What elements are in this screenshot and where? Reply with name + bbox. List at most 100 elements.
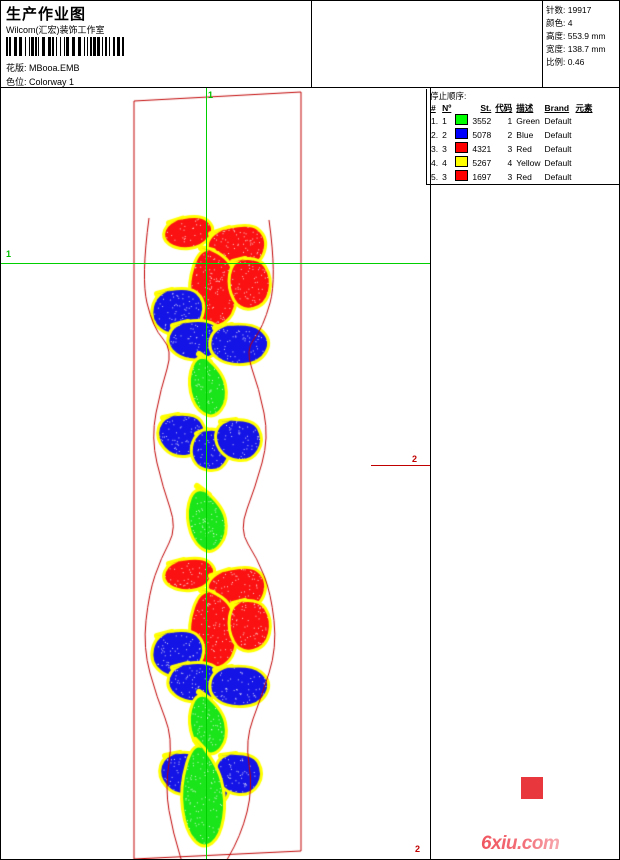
cell-brand: Default [544,115,572,126]
color-count-label: 颜色: [546,18,566,28]
cell-code: 3 [507,171,513,182]
column-header-element: 元素 [575,103,593,113]
cell-description: Blue [516,129,534,140]
brand-text: 6xiu.com [481,833,560,854]
color-sequence-table: # Nº St. 代码 描述 Brand 元素 1. 1 3552 1 Green Def… [429,102,595,184]
design-scale-value: 0.46 [567,57,585,67]
color-count-value: 4 [567,18,573,28]
cell-stitches: 4321 [472,143,492,154]
cell-description: Red [516,143,532,154]
cell-needle: 4 [442,157,447,168]
design-file-label: 花版: [6,63,27,73]
cell-needle: 1 [442,115,447,126]
colorway-label: 色位: [6,77,27,87]
colorway-value: Colorway 1 [29,77,75,87]
cell-index: 3. [431,143,439,154]
colorway-row: 色位: Colorway 1 [6,75,74,88]
barcode [6,37,126,56]
cell-code: 2 [507,129,513,140]
stitch-count-label: 针数: [546,5,566,15]
embroidery-design-artwork [1,88,430,859]
column-header-needle: Nº [442,103,452,113]
cell-brand: Default [544,129,572,140]
cell-swatch [453,128,470,142]
cell-stitches: 5267 [472,157,492,168]
qr-center-logo [520,776,544,800]
stitch-count-row: 针数: 19917 [546,4,619,17]
thread-color-swatch [455,170,469,181]
table-row: 1. 1 3552 1 Green Default [429,114,595,128]
design-canvas: 1 1 [1,88,431,859]
table-row: 5. 3 1697 3 Red Default [429,170,595,184]
qr-center-logo-glyph [521,777,543,799]
cell-stitches: 5078 [472,129,492,140]
design-width-label: 宽度: [546,44,566,54]
cell-element [573,156,594,170]
cell-brand: Default [544,157,572,168]
cell-index: 2. [431,129,439,140]
cell-brand: Default [544,171,572,182]
column-header-swatch [453,102,470,114]
design-width-value: 138.7 mm [567,44,606,54]
table-row: 3. 3 4321 3 Red Default [429,142,595,156]
cell-brand: Default [544,143,572,154]
column-header-stitches: St. [480,103,492,113]
stitch-count-value: 19917 [567,5,592,15]
table-row: 2. 2 5078 2 Blue Default [429,128,595,142]
design-info-panel: 针数: 19917 颜色: 4 高度: 553.9 mm 宽度: 138.7 m… [542,1,619,88]
table-row: 4. 4 5267 4 Yellow Default [429,156,595,170]
column-header-brand: Brand [544,103,570,113]
header-left-block: 生产作业图 Wilcom(汇宏)装饰工作室 花版: MBooa.EMB 色位: … [1,1,312,88]
studio-name: Wilcom(汇宏)装饰工作室 [6,25,105,35]
design-file-row: 花版: MBooa.EMB [6,61,80,74]
cell-swatch [453,156,470,170]
design-scale-label: 比例: [546,57,566,67]
cell-code: 3 [507,143,513,154]
thread-color-swatch [455,114,469,125]
color-count-row: 颜色: 4 [546,17,619,30]
cell-element [573,142,594,156]
guide-label-top: 1 [208,90,214,100]
cell-element [573,128,594,142]
cell-stitches: 3552 [472,115,492,126]
hoop-label-bottom: 2 [415,844,421,854]
column-header-index: # [431,103,436,113]
cell-index: 5. [431,171,439,182]
table-header-row: # Nº St. 代码 描述 Brand 元素 [429,102,595,114]
guide-label-left: 1 [6,249,12,259]
cell-index: 1. [431,115,439,126]
hoop-label-right: 2 [412,454,418,464]
cell-description: Green [516,115,540,126]
color-sequence-panel: 停止顺序: # Nº St. 代码 描述 Brand 元素 1. 1 3552 1 Gr… [426,89,619,185]
page-title: 生产作业图 [6,6,87,23]
cell-swatch [453,142,470,156]
cell-needle: 3 [442,171,447,182]
hoop-line-right [371,465,430,466]
qr-code[interactable] [488,744,576,832]
cell-needle: 3 [442,143,447,154]
guide-line-horizontal [1,263,430,264]
thread-color-swatch [455,156,469,167]
cell-description: Yellow [516,157,541,168]
column-header-description: 描述 [516,103,534,113]
brand-swoosh-icon [493,825,589,841]
watermark-brand[interactable]: 6xiu.com [481,825,591,855]
cell-element [573,170,594,184]
cell-stitches: 1697 [472,171,492,182]
column-header-code: 代码 [495,103,513,113]
design-height-value: 553.9 mm [567,31,606,41]
color-sequence-title: 停止顺序: [430,91,467,101]
cell-code: 4 [507,157,513,168]
design-height-row: 高度: 553.9 mm [546,30,619,43]
design-width-row: 宽度: 138.7 mm [546,43,619,56]
design-file-value: MBooa.EMB [29,63,80,73]
thread-color-swatch [455,128,469,139]
design-height-label: 高度: [546,31,566,41]
cell-index: 4. [431,157,439,168]
cell-swatch [453,114,470,128]
cell-description: Red [516,171,532,182]
header-middle-blank [312,1,542,88]
cell-element [573,114,594,128]
design-scale-row: 比例: 0.46 [546,56,619,69]
